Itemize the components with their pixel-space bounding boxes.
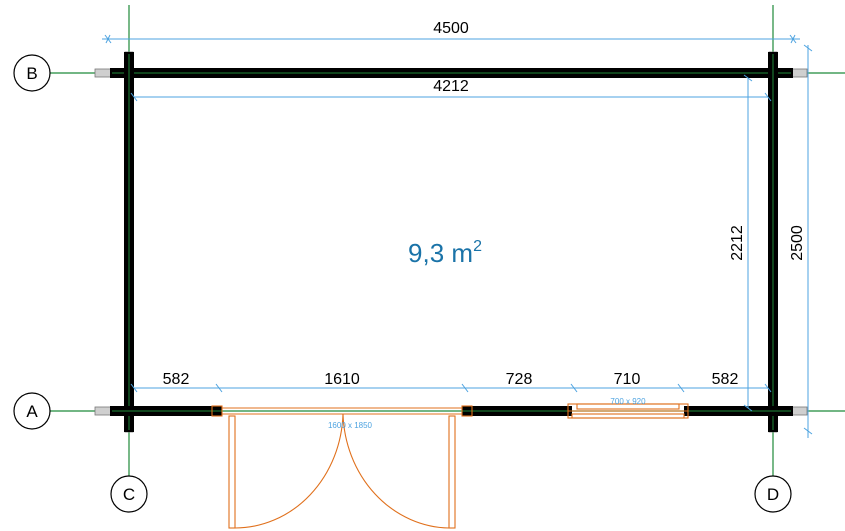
dim-inner-width: 4212 [433, 78, 469, 95]
axis-bubble-b: B [13, 54, 51, 92]
axis-bubble-d: D [754, 475, 792, 513]
door-swing-right [342, 413, 450, 529]
dim-front-segment-3: 728 [506, 371, 533, 388]
dim-front-segment-2: 1610 [324, 371, 360, 388]
axis-bubble-c: C [110, 475, 148, 513]
axis-label-d: D [767, 485, 779, 504]
axis-label-a: A [26, 402, 38, 421]
dim-outer-depth: 2500 [789, 225, 806, 261]
dim-inner-depth: 2212 [729, 225, 746, 261]
axis-label-c: C [123, 485, 135, 504]
door-swing-left [234, 413, 344, 529]
axis-label-b: B [26, 64, 37, 83]
dim-front-segment-4: 710 [614, 371, 641, 388]
dim-front-segment-1: 582 [163, 371, 190, 388]
dim-outer-width: 4500 [433, 20, 469, 37]
axis-bubble-a: A [13, 392, 51, 430]
door-leaf-right [448, 415, 456, 529]
window-size-label: 700 x 920 [610, 397, 646, 406]
dim-front-segment-5: 582 [712, 371, 739, 388]
floor-area-value: 9,3 m [408, 238, 473, 268]
double-door [211, 405, 473, 529]
dimension-lines [102, 34, 813, 438]
floor-area-exponent: 2 [473, 238, 482, 255]
floor-area-label: 9,3 m2 [408, 238, 482, 268]
door-size-label: 1600 x 1850 [328, 421, 373, 430]
door-leaf-left [228, 415, 236, 529]
window [567, 403, 689, 419]
walls [110, 52, 793, 432]
